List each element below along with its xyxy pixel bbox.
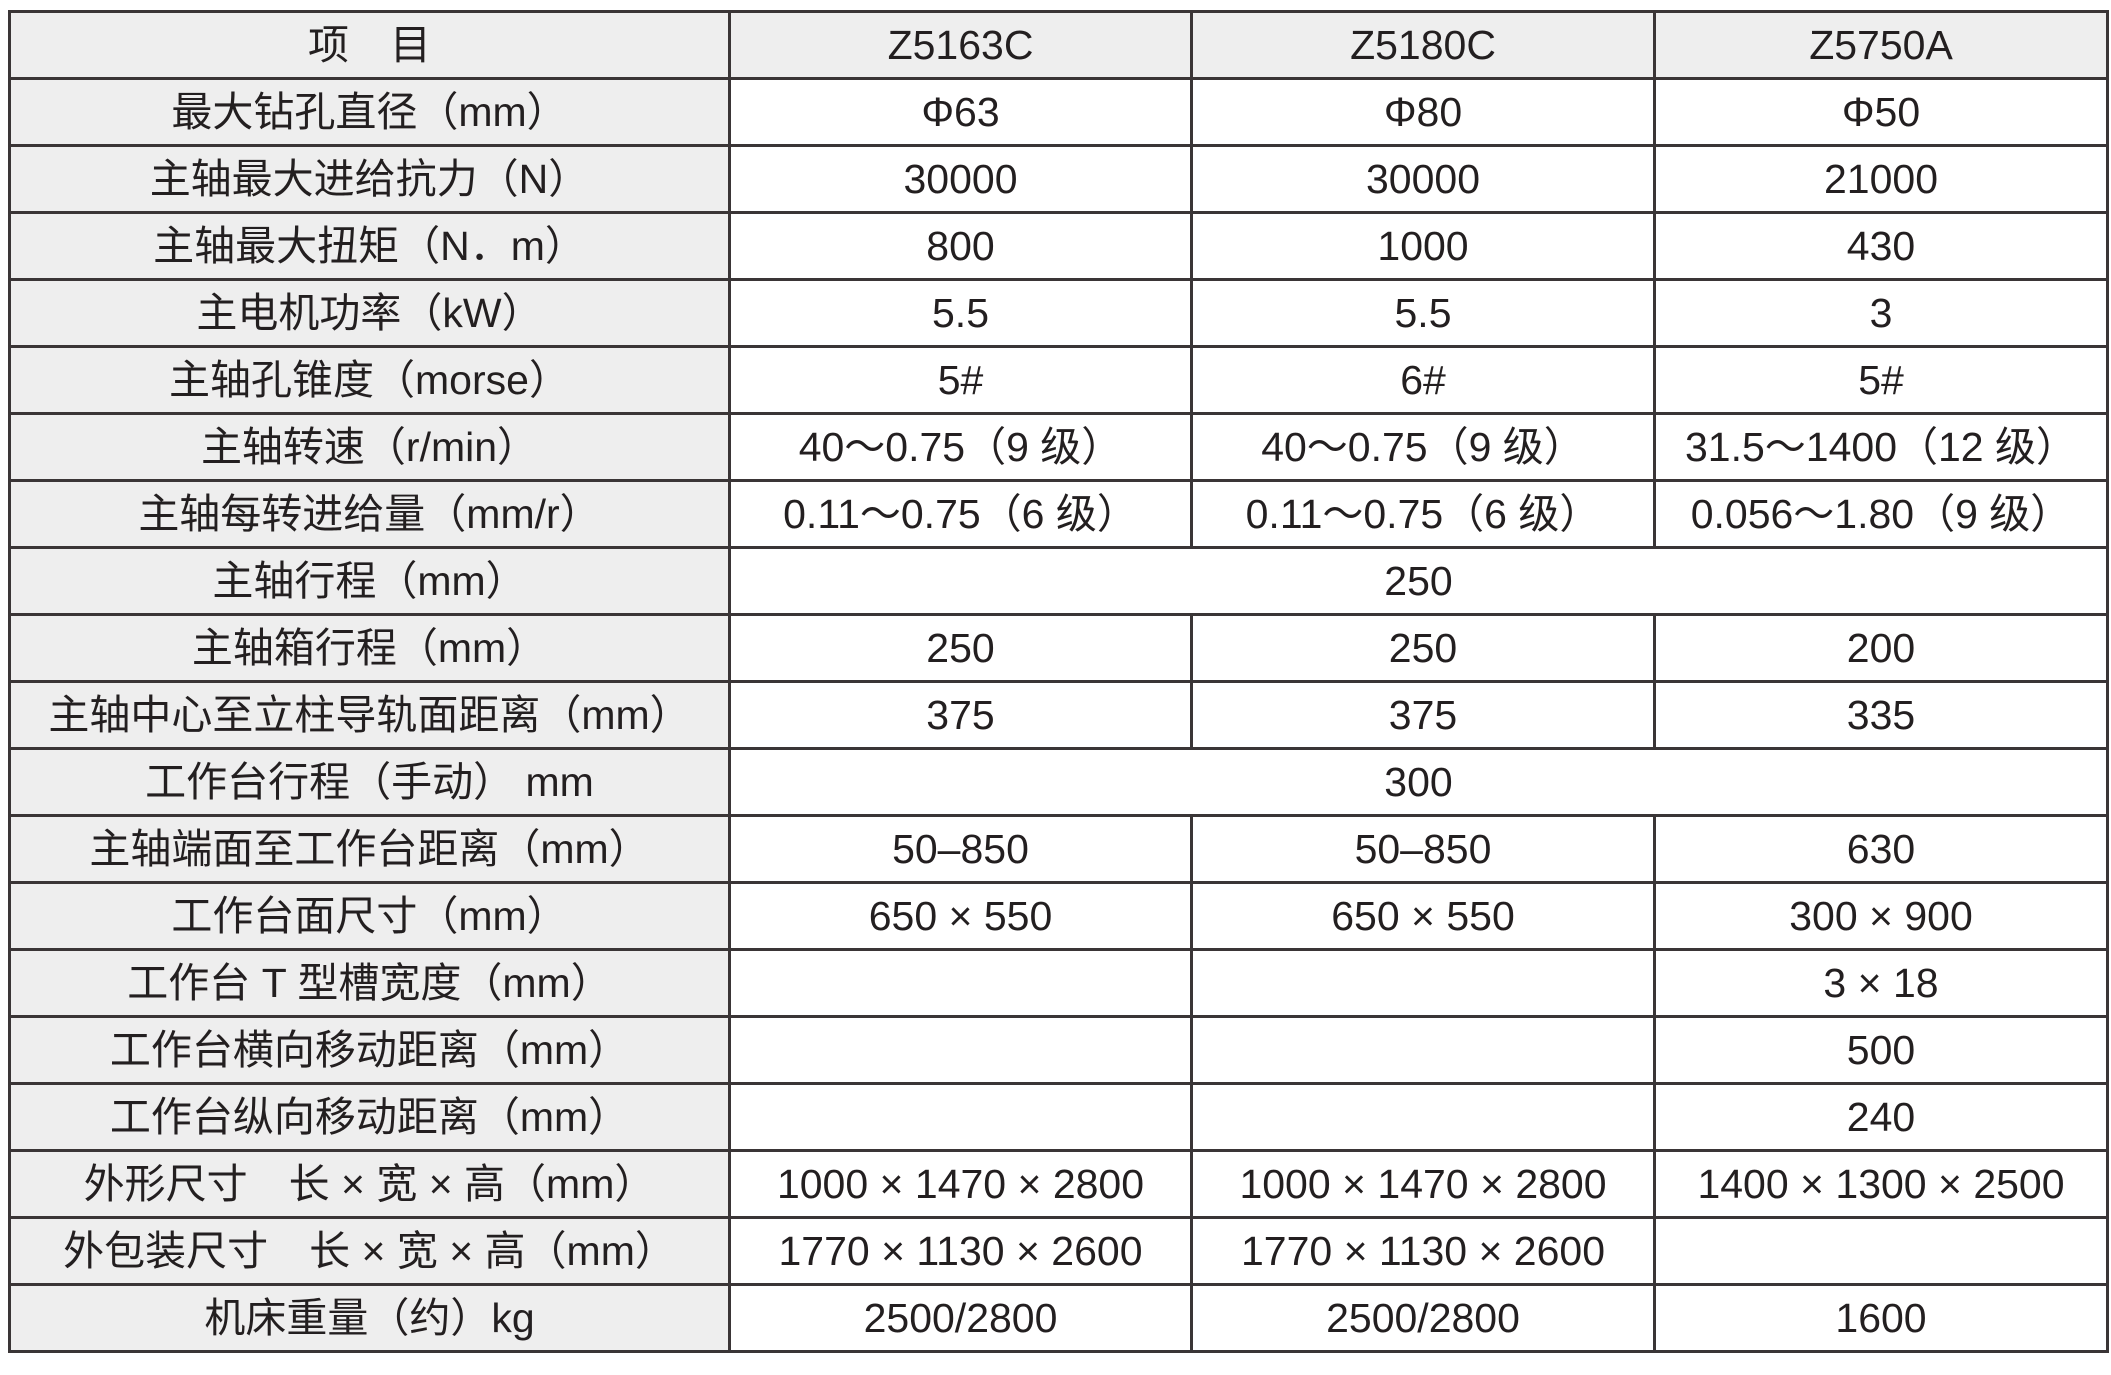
spec-table: 项 目 Z5163C Z5180C Z5750A 最大钻孔直径（mm） Φ63 Φ8… (8, 10, 2109, 1353)
table-row: 外形尺寸 长 × 宽 × 高（mm） 1000 × 1470 × 2800 1000… (8, 1149, 2109, 1219)
value-cell: 800 (728, 211, 1193, 281)
value-cell: 335 (1653, 680, 2109, 750)
table-row: 主轴每转进给量（mm/r） 0.11～0.75（6 级） 0.11～0.75（6 级… (8, 479, 2109, 549)
value-cell: 40～0.75（9 级） (728, 412, 1193, 482)
value-cell: 375 (1190, 680, 1656, 750)
value-cell: 650 × 550 (728, 881, 1193, 951)
row-label: 主电机功率（kW） (8, 278, 731, 348)
value-cell: 0.056～1.80（9 级） (1653, 479, 2109, 549)
value-cell: 5# (728, 345, 1193, 415)
value-cell: 1770 × 1130 × 2600 (1190, 1216, 1656, 1286)
value-cell: Φ80 (1190, 77, 1656, 147)
value-cell: Φ50 (1653, 77, 2109, 147)
value-cell: Φ63 (728, 77, 1193, 147)
value-cell: 40～0.75（9 级） (1190, 412, 1656, 482)
value-cell: 2500/2800 (1190, 1283, 1656, 1353)
row-label: 主轴中心至立柱导轨面距离（mm） (8, 680, 731, 750)
value-cell: 1400 × 1300 × 2500 (1653, 1149, 2109, 1219)
row-label: 主轴孔锥度（morse） (8, 345, 731, 415)
value-cell: 30000 (728, 144, 1193, 214)
row-label: 主轴行程（mm） (8, 546, 731, 616)
header-z5750a: Z5750A (1653, 10, 2109, 80)
value-cell: 30000 (1190, 144, 1656, 214)
value-cell: 5.5 (1190, 278, 1656, 348)
header-row: 项 目 Z5163C Z5180C Z5750A (8, 10, 2109, 80)
value-cell: 5.5 (728, 278, 1193, 348)
table-row: 工作台纵向移动距离（mm） 240 (8, 1082, 2109, 1152)
row-label: 主轴端面至工作台距离（mm） (8, 814, 731, 884)
value-cell: 1000 × 1470 × 2800 (728, 1149, 1193, 1219)
value-cell (1190, 1082, 1656, 1152)
row-label: 工作台 T 型槽宽度（mm） (8, 948, 731, 1018)
header-z5163c: Z5163C (728, 10, 1193, 80)
header-item: 项 目 (8, 10, 731, 80)
table-row: 主轴行程（mm） 250 (8, 546, 2109, 616)
table-row: 主轴箱行程（mm） 250 250 200 (8, 613, 2109, 683)
value-cell: 50–850 (728, 814, 1193, 884)
value-cell: 300 × 900 (1653, 881, 2109, 951)
header-z5180c: Z5180C (1190, 10, 1656, 80)
table-row: 主轴转速（r/min） 40～0.75（9 级） 40～0.75（9 级） 31.5～… (8, 412, 2109, 482)
table-row: 工作台 T 型槽宽度（mm） 3 × 18 (8, 948, 2109, 1018)
merged-value-cell: 250 (728, 546, 2109, 616)
value-cell: 250 (1190, 613, 1656, 683)
value-cell (728, 1082, 1193, 1152)
value-cell: 1000 × 1470 × 2800 (1190, 1149, 1656, 1219)
table-row: 工作台行程（手动） mm 300 (8, 747, 2109, 817)
value-cell: 250 (728, 613, 1193, 683)
table-row: 外包装尺寸 长 × 宽 × 高（mm） 1770 × 1130 × 2600 177… (8, 1216, 2109, 1286)
value-cell: 1000 (1190, 211, 1656, 281)
row-label: 主轴最大进给抗力（N） (8, 144, 731, 214)
value-cell: 6# (1190, 345, 1656, 415)
value-cell: 2500/2800 (728, 1283, 1193, 1353)
row-label: 工作台纵向移动距离（mm） (8, 1082, 731, 1152)
table-row: 最大钻孔直径（mm） Φ63 Φ80 Φ50 (8, 77, 2109, 147)
row-label: 工作台行程（手动） mm (8, 747, 731, 817)
row-label: 最大钻孔直径（mm） (8, 77, 731, 147)
value-cell: 21000 (1653, 144, 2109, 214)
value-cell: 5# (1653, 345, 2109, 415)
value-cell: 200 (1653, 613, 2109, 683)
table-row: 主轴中心至立柱导轨面距离（mm） 375 375 335 (8, 680, 2109, 750)
table-row: 工作台横向移动距离（mm） 500 (8, 1015, 2109, 1085)
table-row: 主轴孔锥度（morse） 5# 6# 5# (8, 345, 2109, 415)
value-cell (728, 948, 1193, 1018)
merged-value-cell: 300 (728, 747, 2109, 817)
value-cell: 31.5～1400（12 级） (1653, 412, 2109, 482)
row-label: 机床重量（约）kg (8, 1283, 731, 1353)
row-label: 主轴每转进给量（mm/r） (8, 479, 731, 549)
value-cell: 650 × 550 (1190, 881, 1656, 951)
value-cell: 3 × 18 (1653, 948, 2109, 1018)
value-cell (1190, 948, 1656, 1018)
row-label: 主轴箱行程（mm） (8, 613, 731, 683)
table-row: 主轴最大扭矩（N．m） 800 1000 430 (8, 211, 2109, 281)
row-label: 主轴转速（r/min） (8, 412, 731, 482)
value-cell (1190, 1015, 1656, 1085)
value-cell: 630 (1653, 814, 2109, 884)
value-cell: 1770 × 1130 × 2600 (728, 1216, 1193, 1286)
value-cell: 430 (1653, 211, 2109, 281)
table-row: 主轴端面至工作台距离（mm） 50–850 50–850 630 (8, 814, 2109, 884)
value-cell: 0.11～0.75（6 级） (728, 479, 1193, 549)
value-cell (1653, 1216, 2109, 1286)
row-label: 工作台面尺寸（mm） (8, 881, 731, 951)
table-row: 机床重量（约）kg 2500/2800 2500/2800 1600 (8, 1283, 2109, 1353)
value-cell: 3 (1653, 278, 2109, 348)
table-row: 主电机功率（kW） 5.5 5.5 3 (8, 278, 2109, 348)
value-cell: 50–850 (1190, 814, 1656, 884)
value-cell: 1600 (1653, 1283, 2109, 1353)
value-cell: 0.11～0.75（6 级） (1190, 479, 1656, 549)
table-row: 主轴最大进给抗力（N） 30000 30000 21000 (8, 144, 2109, 214)
row-label: 外形尺寸 长 × 宽 × 高（mm） (8, 1149, 731, 1219)
row-label: 主轴最大扭矩（N．m） (8, 211, 731, 281)
row-label: 工作台横向移动距离（mm） (8, 1015, 731, 1085)
value-cell (728, 1015, 1193, 1085)
value-cell: 500 (1653, 1015, 2109, 1085)
row-label: 外包装尺寸 长 × 宽 × 高（mm） (8, 1216, 731, 1286)
table-row: 工作台面尺寸（mm） 650 × 550 650 × 550 300 × 900 (8, 881, 2109, 951)
value-cell: 375 (728, 680, 1193, 750)
value-cell: 240 (1653, 1082, 2109, 1152)
